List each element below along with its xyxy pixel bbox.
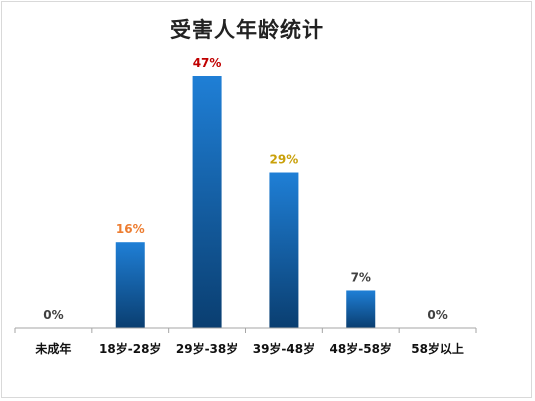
bar-4 — [346, 290, 376, 328]
category-label-1: 18岁-28岁 — [99, 341, 161, 356]
bar-1 — [115, 242, 145, 328]
category-label-3: 39岁-48岁 — [253, 341, 315, 356]
chart-title: 受害人年龄统计 — [170, 17, 324, 42]
value-label-5: 0% — [427, 308, 447, 322]
value-label-0: 0% — [43, 308, 63, 322]
category-label-4: 48岁-58岁 — [330, 341, 392, 356]
category-label-2: 29岁-38岁 — [176, 341, 238, 356]
bar-3 — [269, 172, 299, 328]
category-label-0: 未成年 — [34, 341, 71, 356]
category-label-5: 58岁以上 — [411, 341, 464, 356]
value-label-2: 47% — [193, 56, 222, 70]
value-label-1: 16% — [116, 222, 145, 236]
bar-2 — [192, 76, 222, 328]
value-label-3: 29% — [270, 153, 299, 167]
value-label-4: 7% — [351, 270, 371, 284]
